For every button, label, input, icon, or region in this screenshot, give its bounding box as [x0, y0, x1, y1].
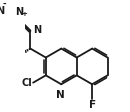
Text: +: +	[21, 11, 27, 17]
Text: -: -	[3, 0, 6, 8]
Text: N: N	[15, 7, 23, 17]
Text: F: F	[89, 100, 96, 110]
Text: N: N	[0, 6, 5, 16]
Text: Cl: Cl	[21, 78, 32, 88]
Text: N: N	[56, 90, 65, 100]
Text: N: N	[33, 25, 41, 35]
